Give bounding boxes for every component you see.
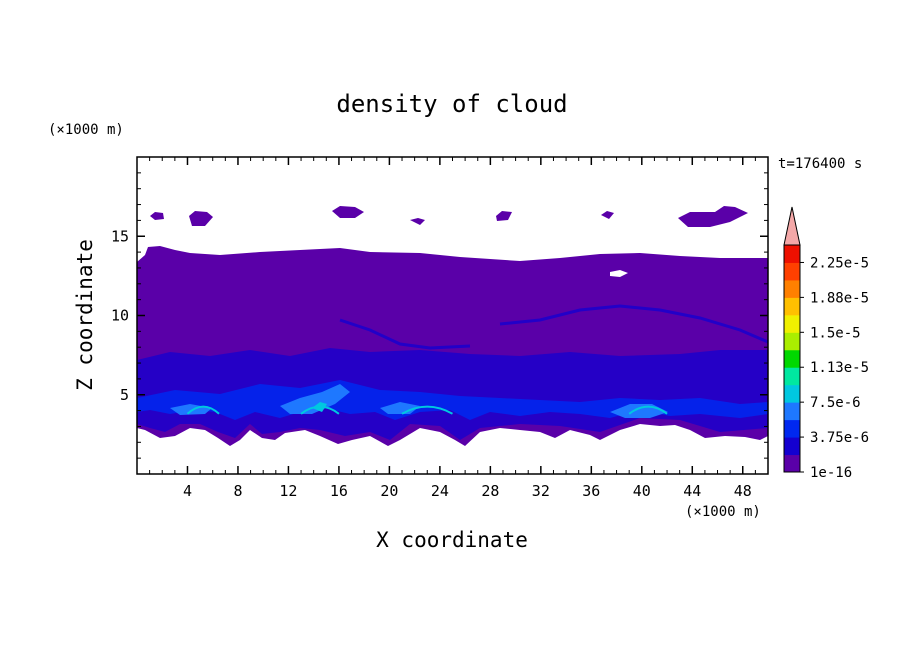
x-unit-label: (×1000 m) xyxy=(685,504,761,520)
colorbar-label: 1e-16 xyxy=(810,465,852,481)
time-label: t=176400 s xyxy=(778,156,862,172)
colorbar: 1e-16 3.75e-6 7.5e-6 1.13e-5 1.5e-5 1.88e-5 2.… xyxy=(783,206,869,481)
colorbar-frame xyxy=(783,244,801,473)
cloud-upper-patch-6 xyxy=(601,211,614,219)
cloud-base-mound-2 xyxy=(300,405,340,415)
colorbar-swatch xyxy=(784,349,800,368)
x-tick-label: 48 xyxy=(734,482,752,500)
cloud-streak-1 xyxy=(499,304,768,344)
colorbar-swatch xyxy=(784,384,800,403)
y-axis: 5 10 15 xyxy=(111,172,768,459)
x-axis: 4 8 12 16 20 24 28 32 36 40 44 48 xyxy=(149,157,756,500)
colorbar-swatch xyxy=(784,367,800,386)
colorbar-label: 1.5e-5 xyxy=(810,325,861,341)
colorbar-swatch xyxy=(784,262,800,281)
cloud-base-mound-3 xyxy=(401,405,453,415)
y-tick-label: 5 xyxy=(120,386,129,404)
y-unit-label: (×1000 m) xyxy=(48,122,124,138)
x-tick-label: 32 xyxy=(532,482,550,500)
cloud-clear-gap xyxy=(610,270,628,277)
colorbar-swatch xyxy=(784,437,800,456)
cloud-upper-patch-1 xyxy=(150,212,164,220)
cloud-upper-patch-7 xyxy=(678,206,748,227)
y-tick-label: 10 xyxy=(111,307,129,325)
cloud-upper-patch-5 xyxy=(496,211,512,221)
cloud-upper-patch-4 xyxy=(410,218,425,225)
cloud-upper-patch-2 xyxy=(189,211,213,226)
colorbar-swatch xyxy=(784,332,800,351)
x-tick-label: 24 xyxy=(431,482,449,500)
colorbar-swatch xyxy=(784,279,800,298)
plot-area xyxy=(137,206,768,446)
colorbar-swatch xyxy=(784,245,800,263)
cloud-cyan-core-2 xyxy=(280,384,350,414)
colorbar-label: 2.25e-5 xyxy=(810,255,869,271)
x-tick-label: 40 xyxy=(633,482,651,500)
x-tick-label: 20 xyxy=(380,482,398,500)
chart-title: density of cloud xyxy=(336,90,567,118)
y-axis-title: Z coordinate xyxy=(73,239,97,391)
x-tick-label: 44 xyxy=(683,482,701,500)
x-tick-label: 28 xyxy=(481,482,499,500)
colorbar-label: 7.5e-6 xyxy=(810,395,861,411)
colorbar-extend-arrow xyxy=(783,206,801,246)
colorbar-swatch xyxy=(784,419,800,438)
colorbar-label: 3.75e-6 xyxy=(810,430,869,446)
x-tick-label: 8 xyxy=(233,482,242,500)
colorbar-swatch xyxy=(784,402,800,421)
x-tick-label: 12 xyxy=(279,482,297,500)
cloud-base-mounds xyxy=(186,405,668,415)
cloud-streak-2 xyxy=(339,318,471,350)
colorbar-swatch xyxy=(784,314,800,333)
x-axis-title: X coordinate xyxy=(376,528,528,552)
colorbar-label: 1.13e-5 xyxy=(810,360,869,376)
cloud-upper-patch-3 xyxy=(332,206,364,218)
x-tick-label: 16 xyxy=(330,482,348,500)
x-tick-label: 36 xyxy=(582,482,600,500)
colorbar-swatch xyxy=(784,297,800,316)
cloud-base-mound-4 xyxy=(628,405,668,415)
y-tick-label: 15 xyxy=(111,227,129,245)
x-tick-label: 4 xyxy=(183,482,192,500)
colorbar-label: 1.88e-5 xyxy=(810,290,869,306)
cloud-base-mound-1 xyxy=(186,405,220,415)
colorbar-swatch xyxy=(784,454,800,473)
